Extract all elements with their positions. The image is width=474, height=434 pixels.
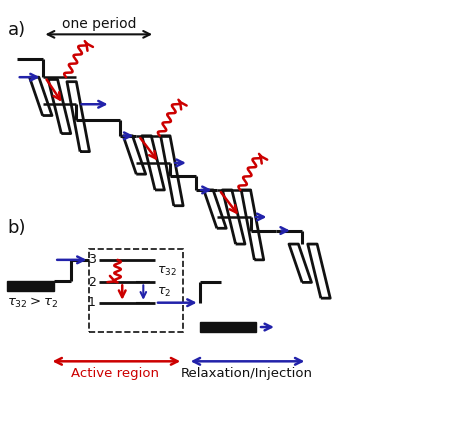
- Text: one period: one period: [62, 17, 136, 31]
- Text: Active region: Active region: [71, 367, 159, 380]
- Text: $\tau_2$: $\tau_2$: [157, 286, 172, 299]
- Text: a): a): [8, 21, 26, 39]
- Text: 1: 1: [88, 296, 96, 309]
- Text: b): b): [8, 219, 26, 237]
- Text: $\tau_{32}$: $\tau_{32}$: [157, 265, 177, 278]
- Bar: [90, 249, 183, 332]
- Text: $\tau_{32} > \tau_2$: $\tau_{32} > \tau_2$: [8, 296, 59, 310]
- Bar: [8, 282, 55, 291]
- Text: Relaxation/Injection: Relaxation/Injection: [181, 367, 312, 380]
- Bar: [200, 322, 256, 332]
- Text: 2: 2: [88, 276, 96, 289]
- Text: 3: 3: [88, 253, 96, 266]
